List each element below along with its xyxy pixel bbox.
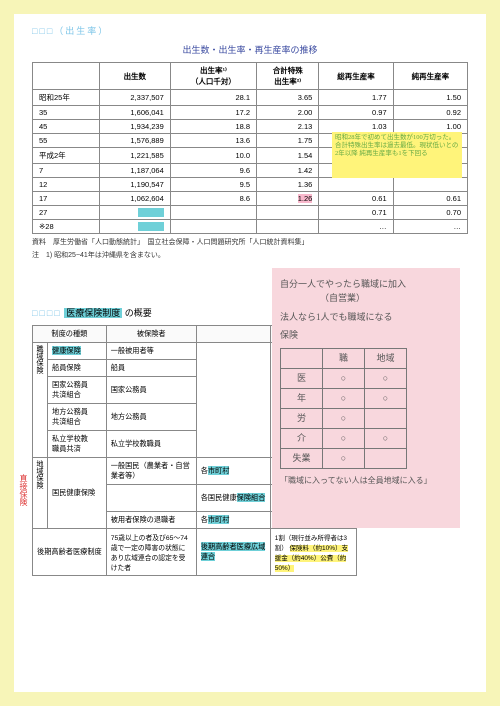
side-red-note: 直接保険 (18, 474, 29, 506)
handwritten-annotation: 昭和28年で初めて出生数が100万切った。合計特殊出生率は過去最低。現状低いとの… (332, 132, 462, 178)
sticky-note: 自分一人でやったら職域に加入 （自営業） 法人なら1人でも職域になる 保険 職地… (272, 268, 460, 528)
table1-note: 注 1) 昭和25~41年は沖縄県を含まない。 (32, 250, 468, 260)
table1-source: 資料 厚生労働省「人口動態統計」 国立社会保障・人口問題研究所「人口統計資料集」 (32, 237, 468, 247)
section1-label: □□□（出生率） (32, 24, 468, 37)
table1-title: 出生数・出生率・再生産率の推移 (32, 43, 468, 56)
